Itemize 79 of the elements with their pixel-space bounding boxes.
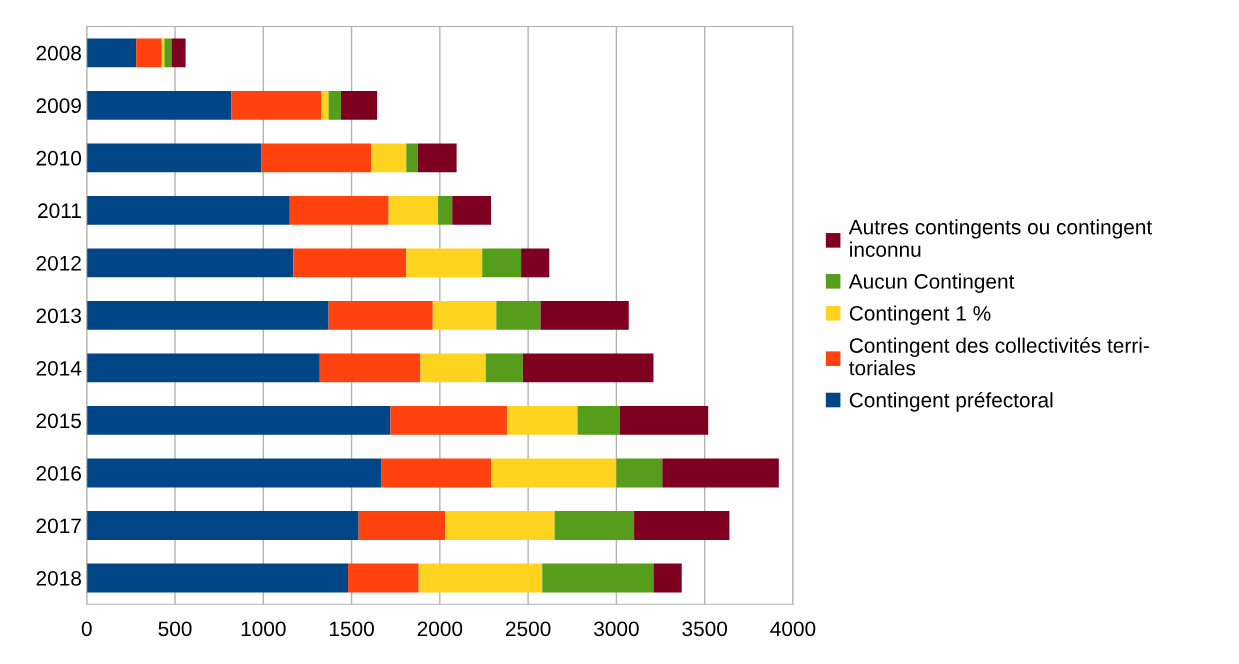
- bar: [445, 511, 555, 540]
- y-tick-label: 2014: [36, 360, 82, 376]
- bar: [432, 300, 497, 330]
- bar: [261, 143, 371, 173]
- bar: [406, 248, 483, 278]
- bar: [390, 405, 507, 435]
- bar: [328, 90, 341, 120]
- y-tick-label: 2018: [36, 570, 81, 586]
- x-tick-label: 0: [81, 621, 92, 637]
- bar: [86, 511, 359, 540]
- bar: [86, 405, 391, 435]
- x-tick-label: 500: [158, 621, 192, 637]
- bar: [293, 248, 407, 278]
- x-tick-label: 2500: [506, 621, 551, 637]
- bar: [86, 38, 137, 68]
- bar: [86, 248, 294, 278]
- bar: [86, 458, 382, 488]
- bar: [482, 248, 522, 278]
- bar: [348, 563, 419, 593]
- bar: [86, 353, 320, 383]
- y-tick-label: 2012: [36, 255, 81, 271]
- legend-label: Aucun Contingent: [848, 273, 1015, 293]
- y-tick-label: 2017: [36, 518, 81, 534]
- x-tick-label: 3000: [594, 621, 639, 637]
- bar: [171, 38, 186, 68]
- y-tick-label: 2010: [36, 150, 82, 166]
- bar: [616, 458, 663, 488]
- y-tick-label: 2013: [36, 308, 81, 324]
- x-tick-label: 4000: [770, 621, 816, 637]
- bar: [406, 143, 418, 173]
- bar: [540, 300, 629, 330]
- bar: [319, 353, 421, 383]
- bar: [289, 195, 389, 225]
- bar: [619, 405, 709, 435]
- bar: [86, 195, 290, 225]
- bar: [340, 90, 378, 120]
- bar: [418, 563, 543, 593]
- bar: [485, 353, 523, 383]
- bar: [86, 563, 349, 593]
- bar: [321, 90, 329, 120]
- legend-label: Contingent des collectivités terri- toriales: [849, 337, 1149, 376]
- bar: [634, 511, 730, 540]
- bar: [417, 143, 457, 173]
- bar: [358, 511, 446, 540]
- bar: [521, 248, 550, 278]
- x-tick-label: 2000: [417, 621, 463, 637]
- bar: [522, 353, 654, 383]
- bar: [438, 195, 453, 225]
- bar: [420, 353, 486, 383]
- x-tick-label: 3500: [682, 621, 728, 637]
- bar: [370, 143, 407, 173]
- bar: [496, 300, 541, 330]
- y-tick-label: 2011: [38, 203, 81, 219]
- bar: [452, 195, 492, 225]
- y-tick-label: 2008: [36, 45, 81, 61]
- bar: [231, 90, 322, 120]
- legend-label: Contingent 1 %: [849, 305, 991, 325]
- bar: [577, 405, 620, 435]
- bar: [164, 38, 172, 68]
- bar: [86, 143, 262, 173]
- bar: [506, 405, 578, 435]
- bar: [381, 458, 492, 488]
- legend-label: Contingent préfectoral: [849, 391, 1053, 412]
- bar: [86, 300, 329, 330]
- y-tick-label: 2016: [36, 465, 81, 481]
- bar: [653, 563, 682, 593]
- y-tick-label: 2009: [36, 98, 81, 114]
- bar: [388, 195, 439, 225]
- bar: [554, 511, 635, 540]
- x-tick-label: 1500: [329, 621, 374, 637]
- bar: [86, 90, 232, 120]
- bar: [491, 458, 617, 488]
- y-tick-label: 2015: [36, 413, 81, 429]
- bar: [542, 563, 654, 593]
- bar: [662, 458, 779, 488]
- bar: [328, 300, 433, 330]
- bar: [136, 38, 162, 68]
- legend-label: Autres contingents ou contingent inconnu: [848, 219, 1153, 257]
- x-tick-label: 1000: [241, 621, 286, 637]
